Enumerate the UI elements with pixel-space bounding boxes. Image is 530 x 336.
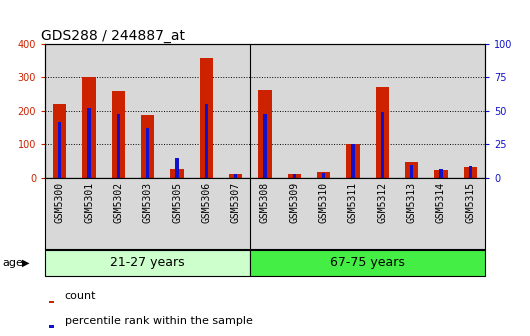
Bar: [171, 169, 183, 178]
Bar: [405, 162, 418, 178]
Text: 67-75 years: 67-75 years: [330, 256, 405, 269]
Text: GSM5312: GSM5312: [377, 181, 387, 223]
Bar: [141, 115, 154, 178]
Bar: [49, 301, 54, 303]
Text: percentile rank within the sample: percentile rank within the sample: [65, 316, 253, 326]
Text: ▶: ▶: [22, 258, 30, 268]
Bar: [87, 108, 91, 178]
Text: GSM5305: GSM5305: [172, 181, 182, 223]
Bar: [83, 77, 95, 178]
Bar: [200, 58, 213, 178]
Bar: [234, 174, 237, 178]
Text: GSM5315: GSM5315: [465, 181, 475, 223]
Text: GSM5306: GSM5306: [201, 181, 211, 223]
Text: GSM5310: GSM5310: [319, 181, 329, 223]
Bar: [351, 144, 355, 178]
Bar: [317, 172, 330, 178]
Text: GSM5302: GSM5302: [113, 181, 123, 223]
Text: GSM5313: GSM5313: [407, 181, 417, 223]
Bar: [45, 250, 250, 276]
Text: GSM5300: GSM5300: [55, 181, 65, 223]
Bar: [250, 250, 485, 276]
Bar: [322, 173, 325, 178]
Bar: [263, 114, 267, 178]
Bar: [435, 170, 447, 178]
Bar: [410, 165, 413, 178]
Bar: [229, 174, 242, 178]
Bar: [381, 112, 384, 178]
Bar: [49, 325, 54, 328]
Text: GDS288 / 244887_at: GDS288 / 244887_at: [41, 29, 184, 43]
Bar: [175, 158, 179, 178]
Text: age: age: [3, 258, 23, 268]
Text: 21-27 years: 21-27 years: [110, 256, 185, 269]
Bar: [205, 104, 208, 178]
Text: GSM5307: GSM5307: [231, 181, 241, 223]
Bar: [464, 167, 477, 178]
Bar: [117, 114, 120, 178]
Text: GSM5301: GSM5301: [84, 181, 94, 223]
Bar: [288, 174, 301, 178]
Text: GSM5314: GSM5314: [436, 181, 446, 223]
Text: GSM5303: GSM5303: [143, 181, 153, 223]
Bar: [112, 91, 125, 178]
Bar: [53, 104, 66, 178]
Text: GSM5308: GSM5308: [260, 181, 270, 223]
Bar: [58, 122, 61, 178]
Bar: [259, 90, 271, 178]
Text: GSM5309: GSM5309: [289, 181, 299, 223]
Bar: [376, 87, 389, 178]
Bar: [439, 169, 443, 178]
Text: GSM5311: GSM5311: [348, 181, 358, 223]
Bar: [469, 166, 472, 178]
Bar: [146, 128, 149, 178]
Bar: [293, 174, 296, 178]
Bar: [347, 144, 359, 178]
Text: count: count: [65, 291, 96, 301]
